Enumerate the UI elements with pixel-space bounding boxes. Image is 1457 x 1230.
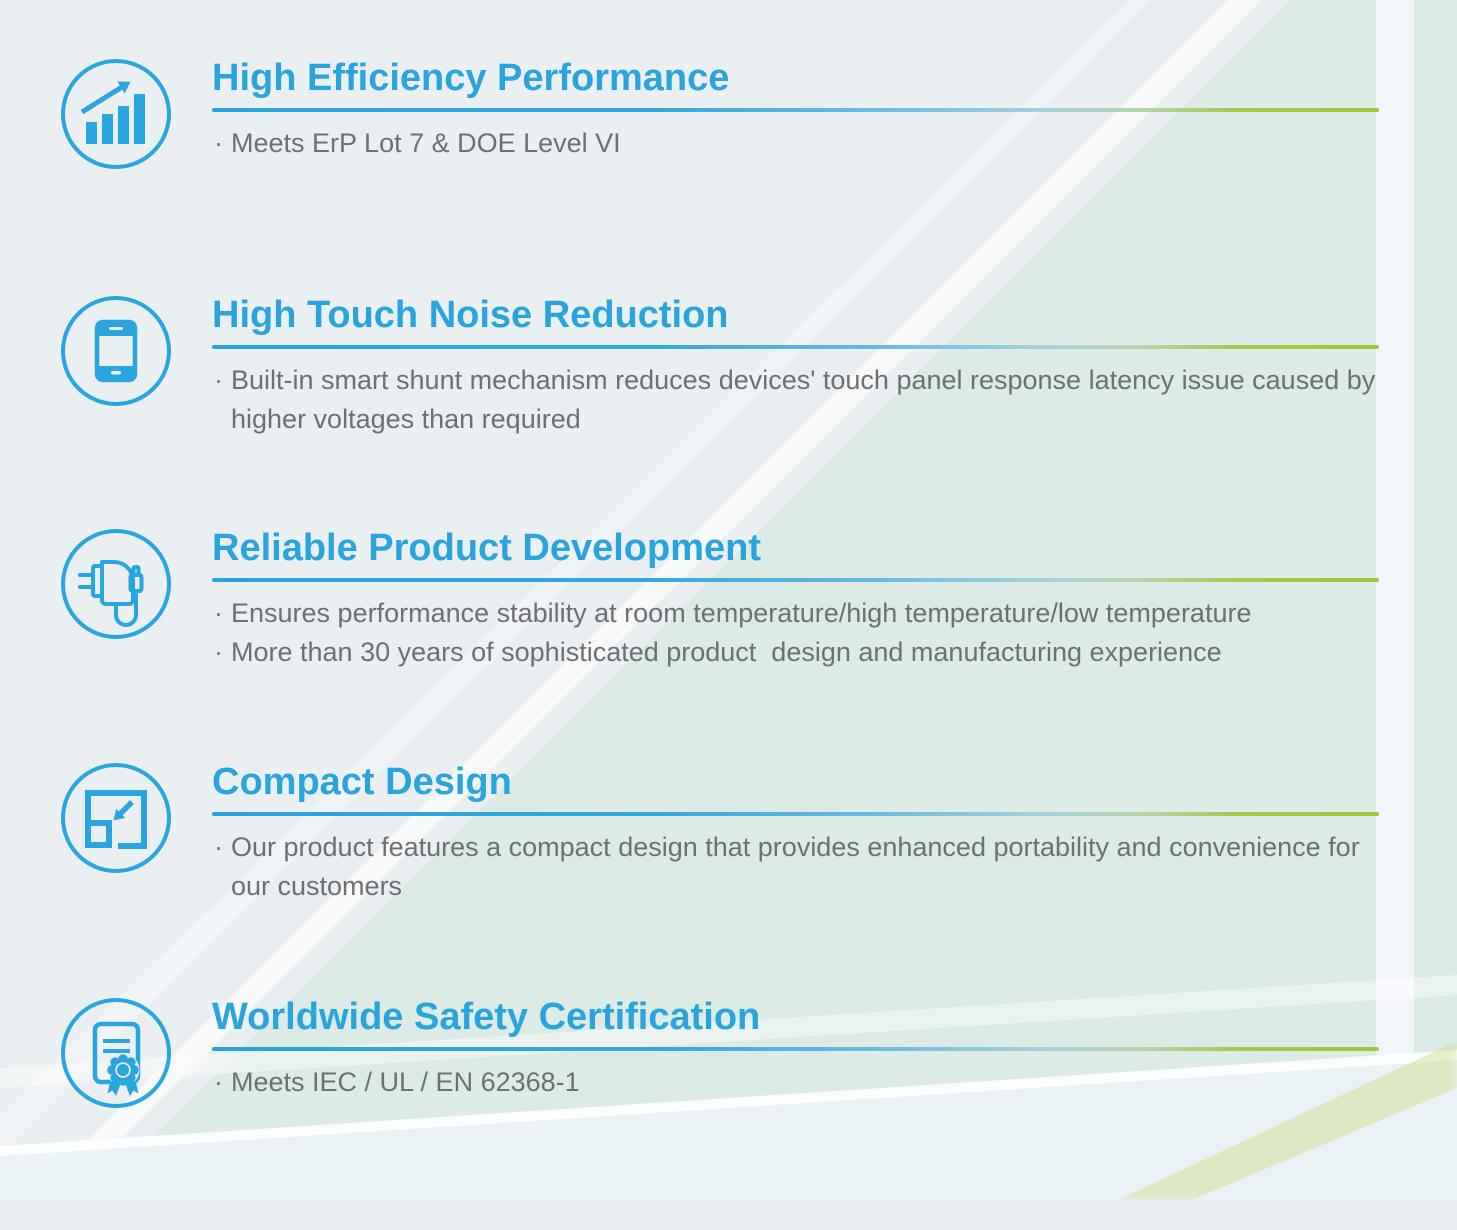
bullet-item: Meets IEC / UL / EN 62368-1 bbox=[212, 1063, 1397, 1102]
bullet-item: Built-in smart shunt mechanism reduces d… bbox=[212, 361, 1397, 439]
feature-section-touch-noise: High Touch Noise Reduction Built-in smar… bbox=[0, 293, 1457, 528]
section-title: High Efficiency Performance bbox=[212, 57, 730, 99]
section-title: Worldwide Safety Certification bbox=[212, 996, 761, 1038]
bullet-item: More than 30 years of sophisticated prod… bbox=[212, 633, 1397, 672]
feature-section-high-efficiency: High Efficiency Performance Meets ErP Lo… bbox=[0, 56, 1457, 291]
smartphone-icon bbox=[60, 295, 172, 407]
section-title: High Touch Noise Reduction bbox=[212, 294, 729, 336]
section-title: Reliable Product Development bbox=[212, 527, 762, 569]
feature-section-compact-design: Compact Design Our product features a co… bbox=[0, 760, 1457, 995]
bar-chart-growth-icon bbox=[60, 58, 172, 170]
compact-design-icon bbox=[60, 762, 172, 874]
title-underline bbox=[212, 108, 1379, 112]
section-title: Compact Design bbox=[212, 761, 512, 803]
bullet-item: Ensures performance stability at room te… bbox=[212, 594, 1397, 633]
title-underline bbox=[212, 812, 1379, 816]
certificate-icon bbox=[60, 997, 172, 1109]
bullet-item: Our product features a compact design th… bbox=[212, 828, 1397, 906]
feature-section-reliable-development: Reliable Product Development Ensures per… bbox=[0, 526, 1457, 761]
title-underline bbox=[212, 578, 1379, 582]
bullet-item: Meets ErP Lot 7 & DOE Level VI bbox=[212, 124, 1397, 163]
title-underline bbox=[212, 1047, 1379, 1051]
feature-section-safety-certification: Worldwide Safety Certification Meets IEC… bbox=[0, 995, 1457, 1230]
title-underline bbox=[212, 345, 1379, 349]
power-adapter-icon bbox=[60, 528, 172, 640]
